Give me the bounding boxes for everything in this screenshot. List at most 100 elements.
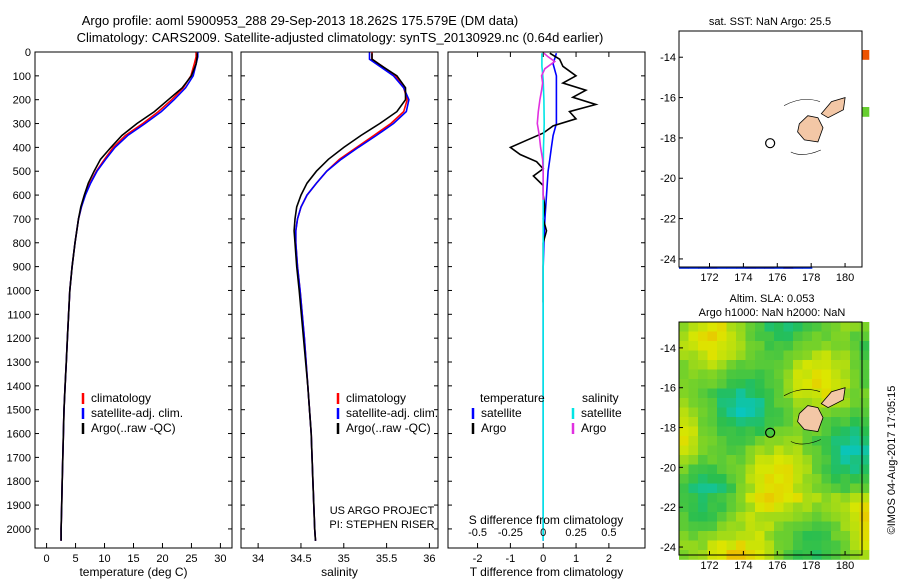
sla_map-cell	[717, 341, 727, 351]
sla_map-cell	[688, 436, 699, 446]
sla_map-cell	[831, 322, 841, 332]
sla_map-cell	[717, 436, 727, 446]
sla_map-cell	[840, 512, 851, 522]
sla_map-cell	[774, 512, 784, 522]
sla_map-cell	[821, 350, 832, 361]
sla_map-cell	[755, 502, 765, 513]
sla_map-xtick-label: 172	[700, 560, 718, 572]
sla_map-cell	[764, 341, 775, 351]
difference-xtick-label: 0	[540, 553, 546, 565]
sla_map-cell	[812, 398, 822, 408]
temperature-ytick-label: 1800	[7, 476, 31, 488]
sla_map-cell	[688, 331, 699, 342]
sla_map-cell	[812, 341, 822, 351]
sla_map-cell	[764, 512, 775, 522]
sla_map-cell	[717, 331, 727, 342]
difference-legend-label: Argo	[481, 421, 507, 435]
sla_map-cell	[764, 407, 775, 418]
sla_map-cell	[840, 445, 851, 456]
sla_map-cell	[793, 369, 803, 380]
sla_map-cell	[755, 360, 765, 370]
sla_map-cell	[859, 360, 870, 370]
sla_map-cell	[764, 540, 775, 551]
sla_map-cell	[717, 502, 727, 513]
sla_map-cell	[698, 521, 708, 532]
sla_map-cell	[745, 350, 756, 361]
sla_map-cell	[679, 417, 689, 427]
sla_map-cell	[717, 483, 727, 494]
salinity-frame	[240, 51, 439, 549]
sla_map-cell	[774, 502, 784, 513]
sla_map-cell	[698, 445, 708, 456]
sla_map-frame	[678, 321, 863, 556]
sla_map-cell	[802, 540, 813, 551]
sla_map-cell	[736, 531, 746, 541]
sla_map-cell	[679, 540, 689, 551]
sla_map-cell	[774, 464, 784, 475]
sla_map-cell	[764, 379, 775, 389]
sla_map-cell	[793, 474, 803, 484]
sla_map-cell	[755, 436, 765, 446]
sla_map-cell	[793, 341, 803, 351]
sla_map-cell	[679, 455, 689, 465]
sla_map-cell	[802, 350, 813, 361]
sla_map-cell	[688, 407, 699, 418]
sla_map-cell	[764, 331, 775, 342]
sla_map-cell	[764, 360, 775, 370]
sla_map-cell	[802, 388, 813, 399]
sla_map-cell	[802, 322, 813, 332]
sla_map-cell	[764, 350, 775, 361]
sla_map-cell	[726, 540, 737, 551]
sla_map-cell	[736, 341, 746, 351]
sla_map-cell	[840, 398, 851, 408]
sla_map-cell	[850, 531, 860, 541]
sla_map-ytick-label: -22	[660, 502, 676, 514]
sla_map-cell	[831, 417, 841, 427]
sla_map-cell	[821, 331, 832, 342]
sla_map-cell	[802, 379, 813, 389]
salinity-xlabel: salinity	[321, 565, 358, 579]
difference-s-tick-label: 0.25	[565, 527, 586, 539]
sla_map-cell	[812, 388, 822, 399]
difference-xlabel: T difference from climatology	[470, 565, 624, 579]
sla_map-cell	[688, 379, 699, 389]
sla_map-cell	[755, 455, 765, 465]
sla_map-cell	[755, 407, 765, 418]
salinity-xtick-label: 34.5	[290, 553, 311, 565]
sla_map-cell	[698, 341, 708, 351]
temperature-xtick-label: 0	[44, 553, 50, 565]
sla_map-cell	[850, 322, 860, 332]
sla_map-cell	[717, 531, 727, 541]
sla_map-cell	[736, 474, 746, 484]
sla_map-cell	[698, 464, 708, 475]
sla_map-cell	[707, 531, 718, 541]
sla_map-cell	[840, 540, 851, 551]
sla_map-cell	[707, 369, 718, 380]
sla_map-cell	[736, 350, 746, 361]
sla_map-cell	[707, 426, 718, 437]
sla_map-ytick-label: -14	[660, 343, 676, 355]
sla_map-cell	[812, 379, 822, 389]
sla_map-cell	[755, 417, 765, 427]
sla_map-cell	[793, 350, 803, 361]
sla_map-cell	[679, 350, 689, 361]
sla_map-cell	[840, 379, 851, 389]
sla_map-cell	[764, 474, 775, 484]
sla_map-cell	[736, 521, 746, 532]
sla_map-cell	[698, 493, 708, 503]
temperature-xtick-label: 10	[98, 553, 110, 565]
sla_map-cell	[745, 407, 756, 418]
sla_map-cell	[783, 341, 794, 351]
sla_map-cell	[755, 512, 765, 522]
sla_map-cell	[717, 379, 727, 389]
sla_map-cell	[726, 350, 737, 361]
sla_map-cell	[679, 322, 689, 332]
sla_map-cell	[736, 369, 746, 380]
sla_map-cell	[812, 483, 822, 494]
sla_map-cell	[755, 464, 765, 475]
sst_map-ytick-label: -18	[660, 133, 676, 145]
sla_map-cell	[802, 341, 813, 351]
sla_map-cell	[707, 521, 718, 532]
sla_map-cell	[821, 474, 832, 484]
sla_map-cell	[859, 426, 870, 437]
